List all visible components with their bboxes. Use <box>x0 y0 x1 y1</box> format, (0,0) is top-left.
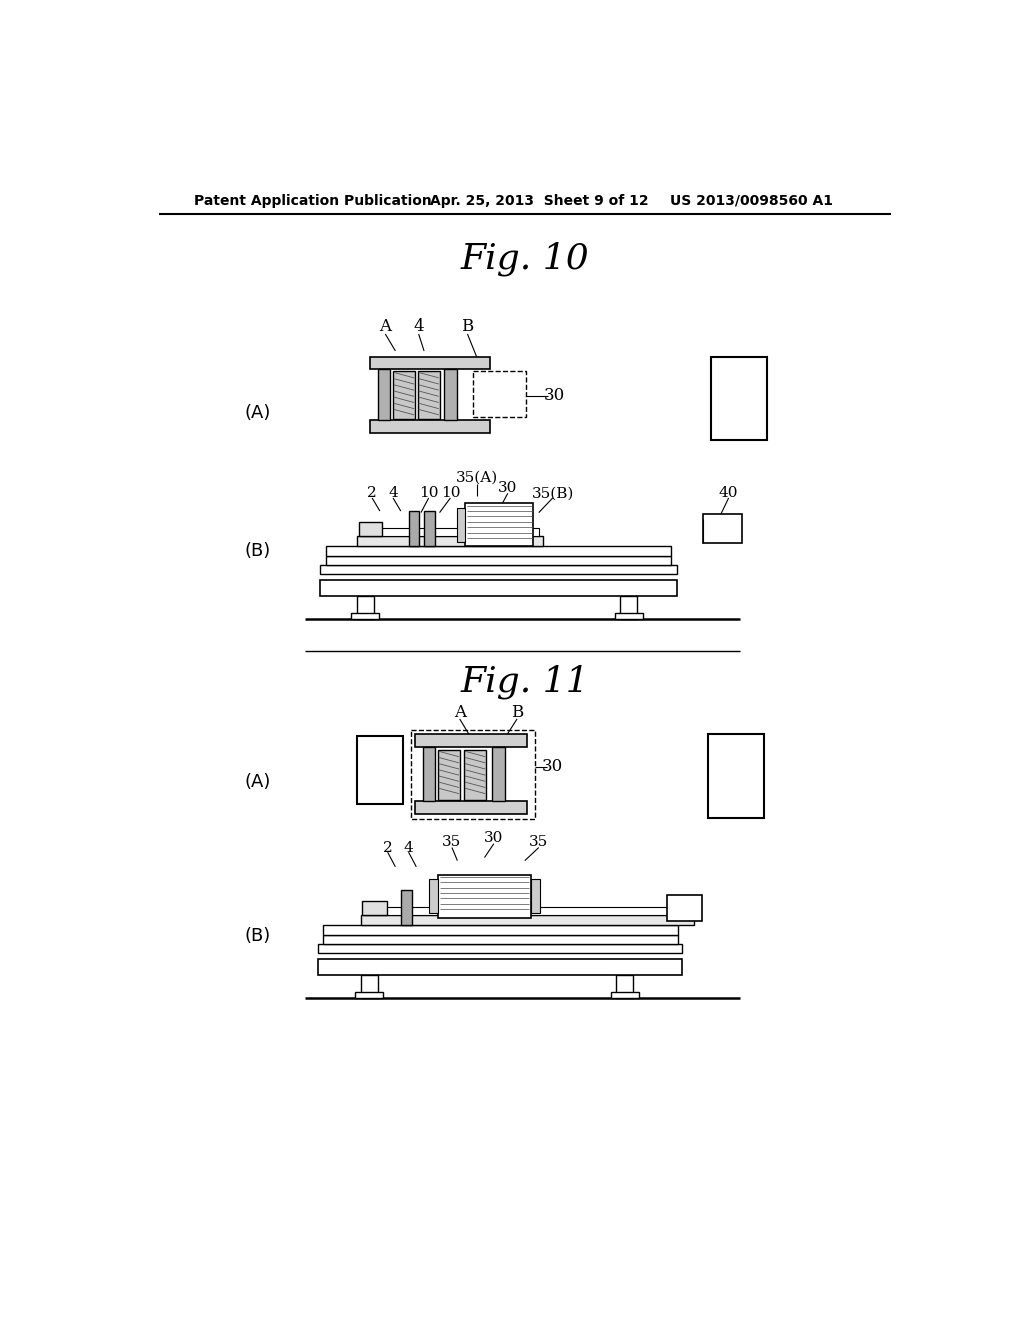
Text: (B): (B) <box>245 543 270 560</box>
Bar <box>356 595 374 619</box>
Bar <box>458 508 465 541</box>
Text: 35: 35 <box>442 836 462 849</box>
Text: 10: 10 <box>419 486 438 500</box>
Bar <box>378 370 390 420</box>
Bar <box>365 907 690 915</box>
Bar <box>321 565 677 574</box>
Bar <box>611 991 639 998</box>
Text: A: A <box>379 318 391 335</box>
Bar <box>423 747 435 801</box>
Bar <box>415 801 527 813</box>
Bar <box>703 515 741 544</box>
Text: 30: 30 <box>498 480 517 495</box>
Bar <box>531 879 541 913</box>
Bar <box>324 925 678 935</box>
Bar <box>356 536 543 546</box>
Text: 30: 30 <box>542 758 563 775</box>
Bar <box>444 370 457 420</box>
Text: (A): (A) <box>245 774 270 791</box>
Bar <box>362 900 387 915</box>
Text: 2: 2 <box>368 486 377 500</box>
Bar <box>464 750 486 800</box>
Text: US 2013/0098560 A1: US 2013/0098560 A1 <box>671 194 834 207</box>
Bar <box>415 734 527 747</box>
Bar <box>317 960 682 974</box>
Bar <box>356 737 403 804</box>
Bar <box>438 750 460 800</box>
Text: 30: 30 <box>484 830 504 845</box>
Bar <box>393 371 415 418</box>
Bar <box>667 895 701 921</box>
Text: 4: 4 <box>388 486 398 500</box>
Bar <box>614 612 643 619</box>
Bar <box>400 890 412 925</box>
Bar <box>711 358 767 441</box>
Bar <box>370 358 489 370</box>
Bar <box>438 874 531 917</box>
Text: Fig. 10: Fig. 10 <box>461 242 589 276</box>
Text: 4: 4 <box>414 318 424 335</box>
Bar <box>351 612 379 619</box>
Bar <box>473 371 525 417</box>
Bar <box>616 974 633 998</box>
Bar <box>411 730 535 818</box>
Bar <box>409 511 420 546</box>
Bar <box>370 420 489 433</box>
Bar <box>321 581 677 595</box>
Text: B: B <box>511 705 523 721</box>
Bar <box>360 528 539 536</box>
Bar <box>493 747 505 801</box>
Text: 40: 40 <box>719 486 738 500</box>
Text: 35(A): 35(A) <box>456 471 498 484</box>
Bar <box>317 944 682 953</box>
Text: Apr. 25, 2013  Sheet 9 of 12: Apr. 25, 2013 Sheet 9 of 12 <box>430 194 649 207</box>
Text: 30: 30 <box>544 387 565 404</box>
Text: Fig. 11: Fig. 11 <box>461 665 589 700</box>
Text: 35: 35 <box>529 836 549 849</box>
Text: A: A <box>454 705 466 721</box>
Bar <box>326 556 672 565</box>
Bar <box>418 371 439 418</box>
Bar <box>429 879 438 913</box>
Bar <box>360 915 693 925</box>
Text: B: B <box>462 318 473 335</box>
Bar <box>465 503 534 546</box>
Text: Patent Application Publication: Patent Application Publication <box>194 194 432 207</box>
Bar <box>324 935 678 944</box>
Text: 2: 2 <box>383 841 392 854</box>
Bar <box>360 974 378 998</box>
Bar <box>355 991 383 998</box>
Text: 4: 4 <box>403 841 414 854</box>
Text: (B): (B) <box>245 927 270 945</box>
Bar <box>326 546 672 556</box>
Text: 10: 10 <box>440 486 460 500</box>
Text: (A): (A) <box>245 404 270 421</box>
Bar <box>424 511 435 546</box>
Bar <box>621 595 637 619</box>
Bar <box>708 734 764 817</box>
Bar <box>359 521 382 536</box>
Text: 35(B): 35(B) <box>531 486 573 500</box>
